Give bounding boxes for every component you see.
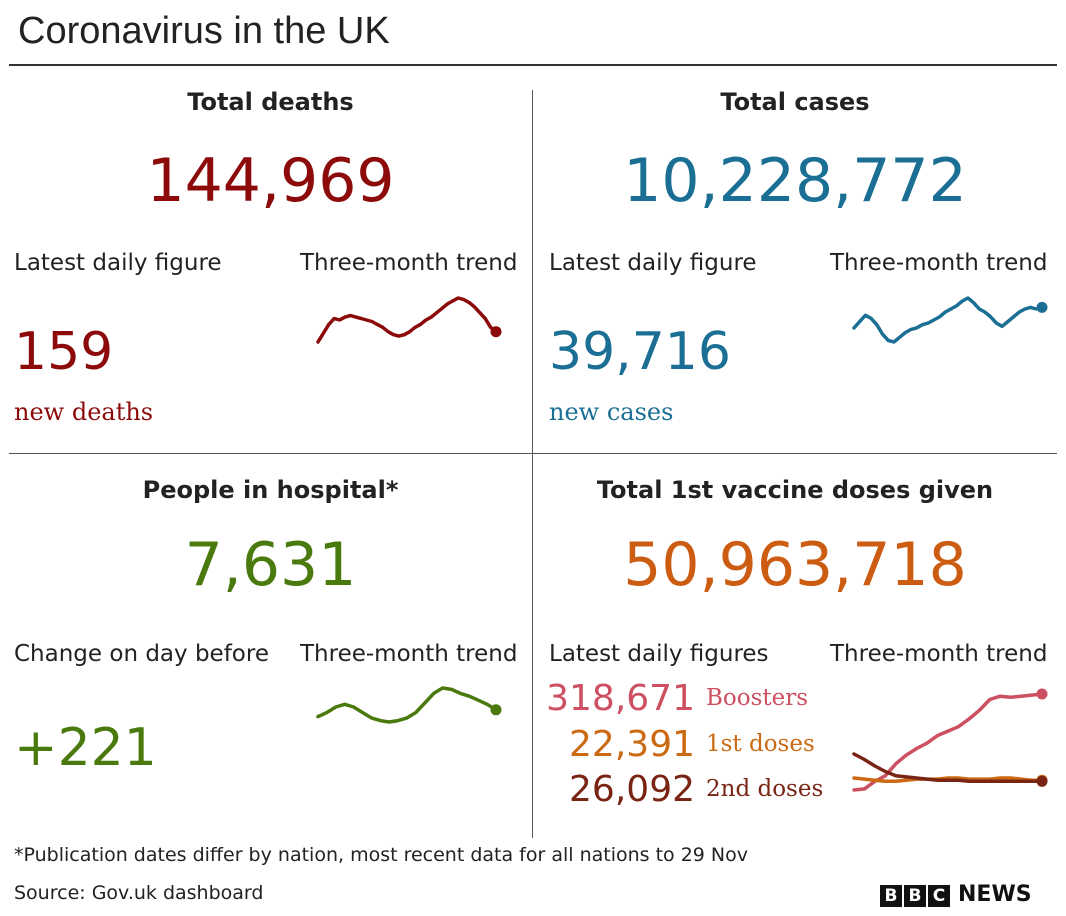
cases-total: 10,228,772 — [623, 146, 967, 216]
boosters-value: 318,671 — [546, 678, 695, 719]
logo-letter: B — [880, 885, 902, 907]
cases-trend-chart — [852, 296, 1048, 344]
deaths-total: 144,969 — [146, 146, 395, 216]
first-doses-label: 1st doses — [706, 731, 815, 757]
trend-line — [852, 296, 1044, 344]
logo-letter: C — [928, 885, 950, 907]
title-divider — [9, 64, 1057, 66]
cases-daily-caption: new cases — [549, 398, 674, 426]
trend-line — [852, 752, 1044, 784]
trend-line — [316, 686, 498, 724]
cases-heading: Total cases — [720, 88, 870, 116]
first-doses-value: 22,391 — [569, 724, 695, 765]
hospital-trend-chart — [316, 686, 502, 724]
vaccine-heading: Total 1st vaccine doses given — [596, 476, 994, 504]
trend-end-marker — [1036, 775, 1048, 787]
trend-end-marker — [490, 704, 502, 716]
boosters-label: Boosters — [706, 685, 809, 711]
deaths-daily-value: 159 — [14, 322, 114, 382]
deaths-heading: Total deaths — [187, 88, 354, 116]
cases-trend-label: Three-month trend — [830, 250, 1048, 276]
vaccine-trend-chart — [852, 688, 1048, 792]
deaths-daily-caption: new deaths — [14, 398, 154, 426]
deaths-latest-label: Latest daily figure — [14, 250, 222, 276]
trend-line — [852, 692, 1044, 792]
trend-line — [316, 296, 498, 344]
cases-latest-label: Latest daily figure — [549, 250, 757, 276]
cases-daily-value: 39,716 — [549, 322, 731, 382]
hospital-change-label: Change on day before — [14, 641, 269, 667]
trend-end-marker — [1036, 688, 1048, 700]
logo-letter: B — [904, 885, 926, 907]
vertical-divider — [532, 90, 533, 838]
footnote: *Publication dates differ by nation, mos… — [14, 844, 749, 866]
trend-line — [852, 776, 1044, 784]
page-title: Coronavirus in the UK — [18, 10, 390, 52]
horizontal-divider — [9, 453, 1057, 454]
trend-end-marker — [490, 326, 502, 338]
deaths-trend-chart — [316, 296, 502, 344]
hospital-total: 7,631 — [184, 530, 357, 600]
bbc-news-logo: B B C NEWS — [880, 882, 1032, 907]
vaccine-latest-label: Latest daily figures — [549, 641, 769, 667]
second-doses-label: 2nd doses — [706, 776, 824, 802]
trend-end-marker — [1036, 301, 1048, 313]
logo-news-text: NEWS — [958, 882, 1032, 907]
second-doses-value: 26,092 — [569, 769, 695, 810]
hospital-change-value: +221 — [14, 718, 157, 778]
vaccine-total: 50,963,718 — [623, 530, 967, 600]
hospital-heading: People in hospital* — [142, 476, 399, 504]
source: Source: Gov.uk dashboard — [14, 882, 264, 904]
vaccine-trend-label: Three-month trend — [830, 641, 1048, 667]
hospital-trend-label: Three-month trend — [300, 641, 518, 667]
deaths-trend-label: Three-month trend — [300, 250, 518, 276]
